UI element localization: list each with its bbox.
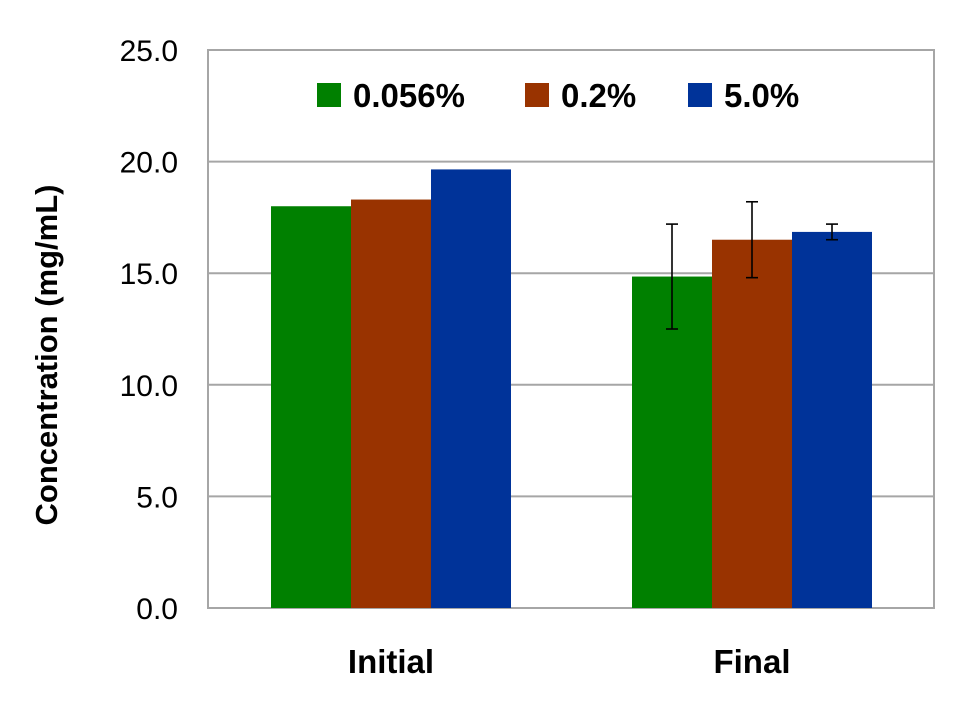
y-tick-label: 10.0 — [120, 370, 178, 403]
bars — [271, 169, 872, 609]
y-tick-label: 15.0 — [120, 258, 178, 291]
legend-label: 0.056% — [353, 77, 465, 114]
legend-label: 5.0% — [724, 77, 799, 114]
y-tick-label: 25.0 — [120, 35, 178, 68]
legend-swatch — [317, 83, 341, 107]
legend-swatch — [525, 83, 549, 107]
legend-label: 0.2% — [561, 77, 636, 114]
bar — [351, 199, 431, 608]
bar — [792, 231, 872, 608]
legend-swatch — [688, 83, 712, 107]
bar — [632, 276, 712, 608]
y-tick-label: 20.0 — [120, 147, 178, 180]
y-tick-labels: 0.0 5.0 10.0 15.0 20.0 25.0 — [120, 35, 178, 626]
y-tick-label: 5.0 — [136, 481, 178, 514]
legend: 0.056% 0.2% 5.0% — [317, 77, 799, 114]
bar — [431, 169, 511, 609]
error-bars — [666, 200, 838, 330]
x-category-label: Final — [713, 643, 790, 680]
bar — [271, 206, 351, 609]
y-axis-title: Concentration (mg/mL) — [29, 185, 64, 526]
bar — [712, 239, 792, 608]
y-tick-label: 0.0 — [136, 593, 178, 626]
category-labels: Initial Final — [348, 643, 791, 680]
x-category-label: Initial — [348, 643, 434, 680]
